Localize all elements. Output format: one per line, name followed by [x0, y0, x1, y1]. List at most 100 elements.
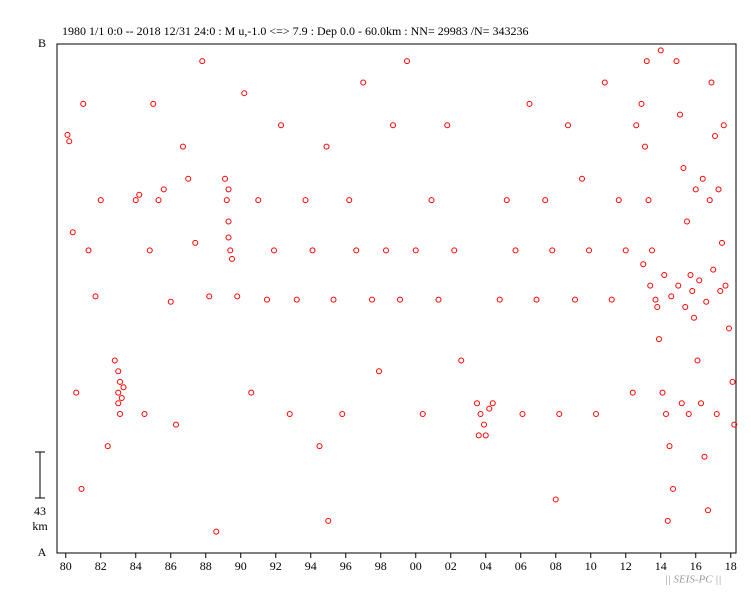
event-point [715, 186, 722, 193]
event-point [675, 282, 682, 289]
event-point [572, 296, 578, 303]
x-tick-label: 94 [305, 559, 317, 573]
event-point [689, 288, 696, 295]
event-point [685, 410, 692, 417]
event-point [376, 368, 382, 375]
event-point [229, 255, 235, 262]
event-point [115, 389, 122, 396]
event-point [720, 122, 727, 129]
event-point [708, 79, 715, 86]
event-point [206, 293, 213, 300]
event-point [565, 122, 571, 129]
event-point [353, 247, 360, 254]
x-tick-label: 10 [585, 559, 597, 573]
event-point [549, 247, 556, 254]
event-point [664, 517, 671, 524]
event-point [668, 293, 675, 300]
event-point [444, 122, 451, 129]
event-point [286, 410, 293, 417]
event-point [713, 410, 720, 417]
event-point [666, 443, 673, 450]
x-tick-label: 08 [550, 559, 562, 573]
event-point [601, 79, 608, 86]
event-point [225, 218, 232, 225]
event-point [579, 175, 585, 182]
event-point [115, 400, 122, 407]
event-point [404, 58, 410, 65]
x-tick-label: 92 [270, 559, 282, 573]
event-point [132, 197, 139, 204]
event-point [369, 296, 375, 303]
event-point [519, 410, 526, 417]
event-point [97, 197, 104, 204]
event-point [150, 100, 157, 107]
event-point [659, 389, 666, 396]
event-point [699, 175, 706, 182]
event-point [475, 432, 482, 439]
event-point [234, 293, 241, 300]
event-point [622, 247, 629, 254]
event-point [66, 138, 73, 145]
event-point [652, 296, 659, 303]
event-point [698, 400, 704, 407]
event-point [141, 410, 148, 417]
footer: || SEIS-PC || [665, 574, 722, 586]
event-point [339, 410, 346, 417]
event-point [346, 197, 353, 204]
event-point [712, 132, 718, 139]
event-point [248, 389, 255, 396]
event-point [717, 288, 724, 295]
event-point [160, 186, 167, 193]
event-point [223, 197, 230, 204]
event-point [192, 239, 199, 246]
x-tick-label: 98 [375, 559, 387, 573]
event-point [199, 58, 206, 65]
event-point [692, 186, 699, 193]
event-point [701, 453, 708, 460]
event-point [323, 143, 330, 150]
x-tick-label: 96 [340, 559, 352, 573]
event-point [680, 165, 687, 172]
scale-value: 43 [34, 504, 46, 518]
event-point [482, 432, 489, 439]
event-point [710, 266, 717, 273]
event-point [271, 247, 277, 254]
event-point [451, 247, 458, 254]
x-tick-label: 00 [410, 559, 422, 573]
x-tick-label: 04 [480, 559, 492, 573]
plot-frame [56, 43, 737, 554]
event-point [542, 197, 549, 204]
event-point [694, 357, 701, 364]
x-tick-label: 88 [200, 559, 212, 573]
event-point [117, 410, 123, 417]
event-point [222, 175, 228, 182]
event-point [663, 410, 669, 417]
event-point [78, 485, 85, 492]
event-point [325, 517, 332, 524]
event-point [213, 528, 220, 535]
event-point [330, 296, 337, 303]
event-point [677, 111, 683, 118]
chart-title: 1980 1/1 0:0 -- 2018 12/31 24:0 : M u,-1… [62, 24, 529, 38]
x-tick-label: 90 [235, 559, 247, 573]
event-point [390, 122, 396, 129]
axis-end-label: B [38, 36, 46, 50]
event-point [136, 191, 143, 198]
event-point [643, 58, 650, 65]
event-point [316, 443, 323, 450]
event-point [117, 378, 123, 385]
event-point [719, 239, 725, 246]
event-point [496, 296, 503, 303]
event-point [225, 234, 232, 241]
event-point [657, 47, 664, 54]
event-point [533, 296, 540, 303]
event-point [503, 197, 510, 204]
event-point [435, 296, 442, 303]
event-point [687, 271, 694, 278]
x-tick-label: 14 [655, 559, 667, 573]
event-point [118, 394, 125, 401]
event-point [629, 389, 636, 396]
event-point [302, 197, 309, 204]
